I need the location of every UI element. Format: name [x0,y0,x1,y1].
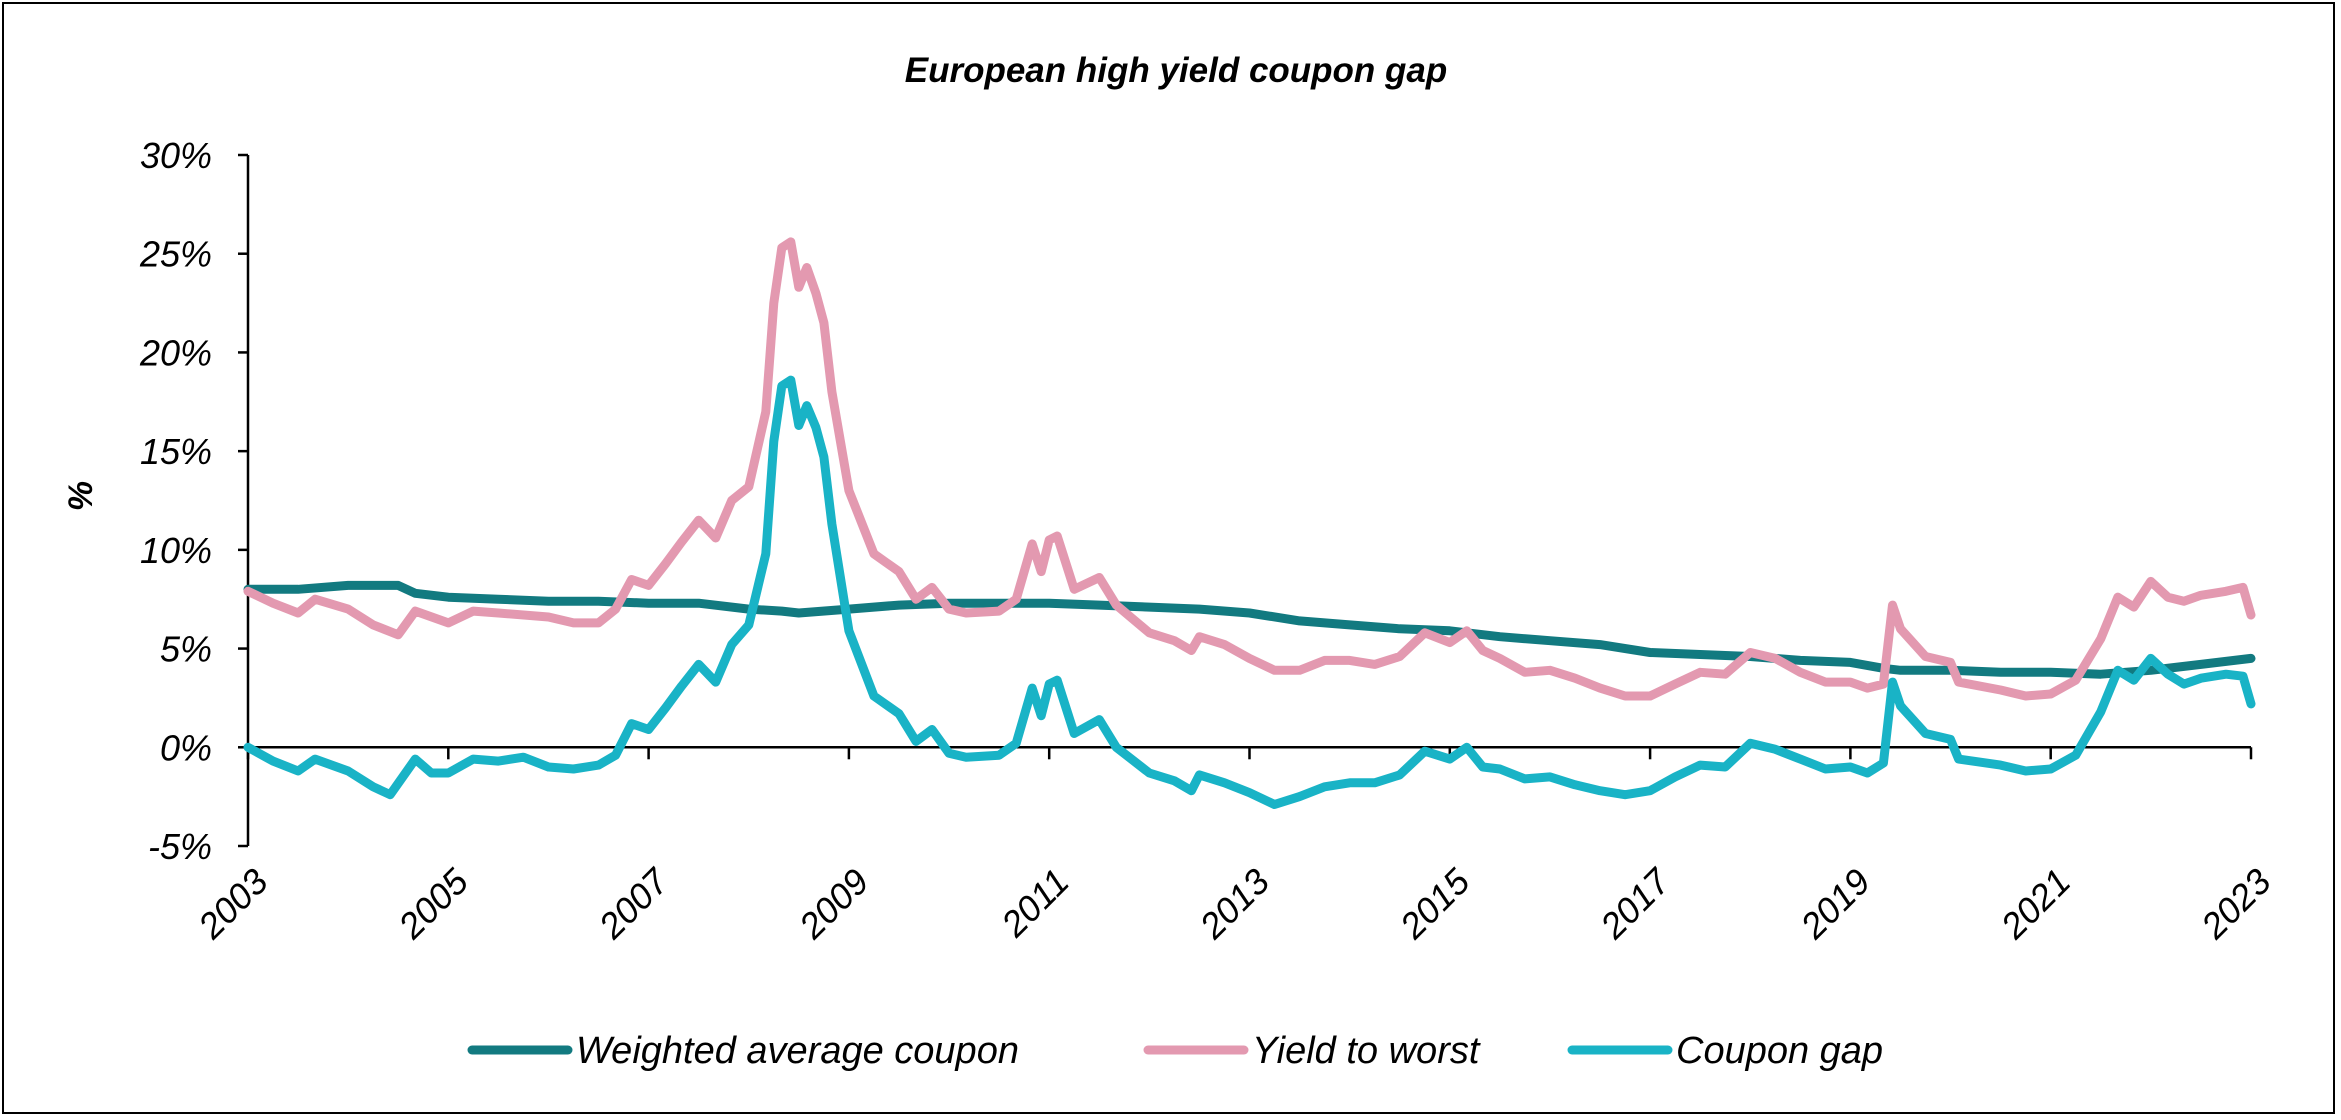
x-tick-label: 2023 [2192,861,2278,947]
chart-title: European high yield coupon gap [905,51,1448,90]
y-tick-label: 30% [140,135,212,176]
y-tick-label: 5% [160,629,212,670]
x-tick-label: 2011 [992,861,1076,945]
y-tick-label: 25% [139,234,212,275]
y-tick-label: 10% [140,530,212,571]
x-tick-label: 2013 [1191,861,1277,947]
y-tick-label: -5% [148,826,212,867]
legend-label: Weighted average coupon [576,1030,1019,1072]
series-line-1 [243,580,2256,679]
legend-label: Coupon gap [1676,1030,1883,1072]
x-tick-label: 2003 [189,861,275,947]
legend: Weighted average coupon Yield to worst Cou… [467,1030,1883,1072]
x-tick-label: 2007 [590,859,678,947]
x-axis: 2003 2005 2007 2009 2011 2013 2015 2017 2019 2021… [189,746,2279,947]
x-tick-label: 2005 [390,860,477,947]
series-line-2 [243,237,2256,701]
series-line-3 [243,375,2256,809]
y-tick-label: 20% [139,332,212,373]
x-tick-label: 2015 [1391,860,1478,947]
y-tick-label: 0% [160,727,212,768]
x-tick-label: 2019 [1792,861,1878,947]
x-tick-label: 2009 [790,861,876,947]
chart-canvas: European high yield coupon gap % -5% 0% 5%… [62,51,2279,1072]
y-tick-label: 15% [140,431,212,472]
series-group [243,237,2256,809]
x-tick-label: 2021 [1992,861,2078,947]
y-axis-label: % [62,481,100,511]
y-axis: -5% 0% 5% 10% 15% 20% 25% 30% [139,135,250,867]
x-tick-label: 2017 [1591,859,1679,947]
legend-label: Yield to worst [1252,1030,1481,1072]
